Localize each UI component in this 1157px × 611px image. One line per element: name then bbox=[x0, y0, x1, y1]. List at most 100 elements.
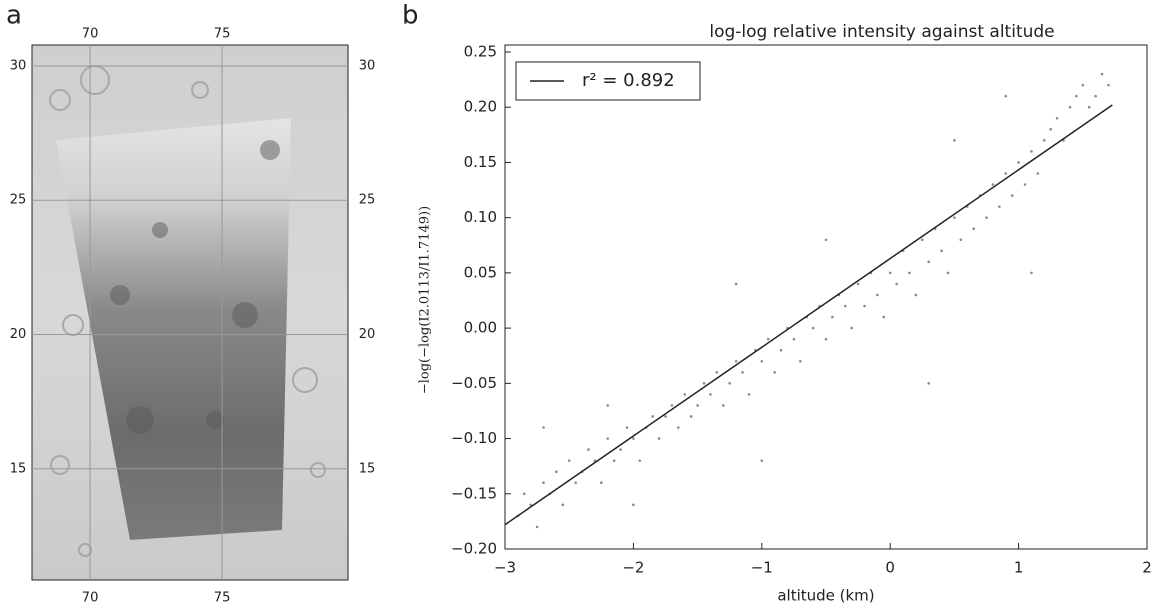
scatter-point bbox=[741, 370, 744, 374]
y-tick-label: −0.05 bbox=[451, 374, 497, 392]
map-panel: 70 70 75 75 15 15 20 20 25 25 30 30 bbox=[10, 27, 376, 606]
y-tick-label: 20 bbox=[359, 327, 376, 342]
strip-features bbox=[110, 140, 280, 434]
scatter-point bbox=[1030, 271, 1033, 275]
scatter-point bbox=[683, 393, 687, 396]
scatter-point bbox=[574, 481, 577, 485]
scatter-point bbox=[529, 503, 532, 507]
scatter-point bbox=[677, 426, 680, 429]
scatter-point bbox=[619, 448, 622, 451]
x-tick-label: −2 bbox=[622, 559, 644, 577]
scatter-point bbox=[1081, 83, 1085, 87]
scatter-point bbox=[1055, 116, 1059, 120]
y-tick-label: −0.20 bbox=[451, 540, 497, 558]
scatter-point bbox=[728, 382, 731, 385]
scatter-point bbox=[927, 382, 931, 385]
scatter-point bbox=[1023, 183, 1027, 186]
scatter-point bbox=[1068, 105, 1072, 109]
scatter-point bbox=[856, 282, 860, 286]
scatter-point bbox=[721, 404, 725, 407]
scatter-point bbox=[535, 525, 539, 529]
scatter-point bbox=[657, 437, 661, 440]
scatter-point bbox=[587, 448, 590, 451]
x-axis-label: altitude (km) bbox=[777, 587, 874, 605]
y-tick-label: 25 bbox=[10, 193, 27, 208]
scatter-point bbox=[747, 393, 751, 396]
scatter-point bbox=[1004, 172, 1008, 175]
scatter-point bbox=[696, 404, 699, 407]
scatter-point bbox=[612, 459, 616, 462]
panel-label: b bbox=[402, 1, 419, 31]
scatter-point bbox=[632, 437, 635, 440]
scatter-point bbox=[1017, 161, 1020, 164]
scatter-point bbox=[522, 492, 526, 496]
x-tick-label: 70 bbox=[82, 27, 99, 42]
scatter-point bbox=[792, 337, 796, 341]
panel-label: a bbox=[6, 1, 22, 31]
scatter-point bbox=[715, 370, 719, 374]
scatter-point bbox=[824, 238, 828, 242]
x-tick-label: −1 bbox=[751, 559, 773, 577]
map-frame bbox=[31, 44, 349, 581]
x-tick-label: −3 bbox=[494, 559, 516, 577]
y-tick-label: 0.20 bbox=[464, 98, 497, 116]
scatter-point bbox=[567, 459, 571, 462]
scatter-point bbox=[972, 227, 975, 231]
scatter-point bbox=[985, 216, 988, 219]
scatter-point bbox=[689, 415, 693, 418]
y-axis-label: −log(−log(I2.0113/I1.7149)) bbox=[418, 206, 433, 394]
scatter-point bbox=[953, 139, 956, 142]
chart-title: log-log relative intensity against altit… bbox=[709, 22, 1054, 42]
scatter-point bbox=[946, 271, 950, 275]
y-tick-label: 0.10 bbox=[464, 208, 497, 226]
scatter-point bbox=[921, 238, 924, 242]
scatter-point bbox=[811, 326, 815, 330]
scatter-panel: log-log relative intensity against altit… bbox=[418, 22, 1152, 605]
scatter-point bbox=[1004, 94, 1008, 98]
scatter-point bbox=[606, 404, 610, 407]
scatter-point bbox=[632, 503, 635, 507]
scatter-point bbox=[1030, 150, 1033, 153]
scatter-point bbox=[670, 404, 674, 407]
scatter-point bbox=[734, 282, 738, 286]
x-tick-label: 75 bbox=[214, 591, 231, 606]
scatter-point bbox=[953, 216, 956, 219]
x-tick-label: 0 bbox=[885, 559, 895, 577]
scatter-point bbox=[959, 238, 963, 242]
scatter-point bbox=[843, 304, 847, 308]
scatter-point bbox=[542, 426, 545, 429]
scatter-point bbox=[1094, 94, 1097, 98]
plot-frame bbox=[504, 44, 1148, 550]
y-tick-label: 0.15 bbox=[464, 153, 497, 171]
scatter-point bbox=[773, 370, 776, 374]
y-tick-label: 0.00 bbox=[464, 319, 497, 337]
y-tick-label: −0.15 bbox=[451, 484, 497, 502]
scatter-point bbox=[625, 426, 629, 429]
craters bbox=[49, 65, 326, 557]
x-tick-label: 70 bbox=[82, 591, 99, 606]
y-tick-label: −0.10 bbox=[451, 429, 497, 447]
scatter-point bbox=[1010, 194, 1014, 197]
scatter-point bbox=[850, 326, 853, 330]
scatter-point bbox=[606, 437, 610, 440]
scatter-point bbox=[561, 503, 565, 507]
scatter-point bbox=[1107, 83, 1110, 87]
y-tick-label: 15 bbox=[359, 461, 376, 476]
scatter-point bbox=[1042, 139, 1046, 142]
scatter-point bbox=[914, 293, 918, 297]
scatter-point bbox=[651, 415, 654, 418]
fit-line bbox=[504, 104, 1113, 526]
scatter-point bbox=[760, 459, 764, 462]
scatter-point bbox=[664, 415, 667, 418]
scatter-point bbox=[709, 393, 712, 396]
scatter-point bbox=[638, 459, 642, 462]
scatter-point bbox=[831, 315, 834, 319]
scatter-point bbox=[998, 205, 1001, 208]
scatter-point bbox=[824, 337, 828, 341]
data-strip bbox=[56, 118, 291, 540]
scatter-point bbox=[734, 359, 738, 363]
scatter-point bbox=[760, 359, 764, 363]
y-tick-label: 15 bbox=[10, 461, 27, 476]
y-tick-label: 0.25 bbox=[464, 43, 497, 61]
